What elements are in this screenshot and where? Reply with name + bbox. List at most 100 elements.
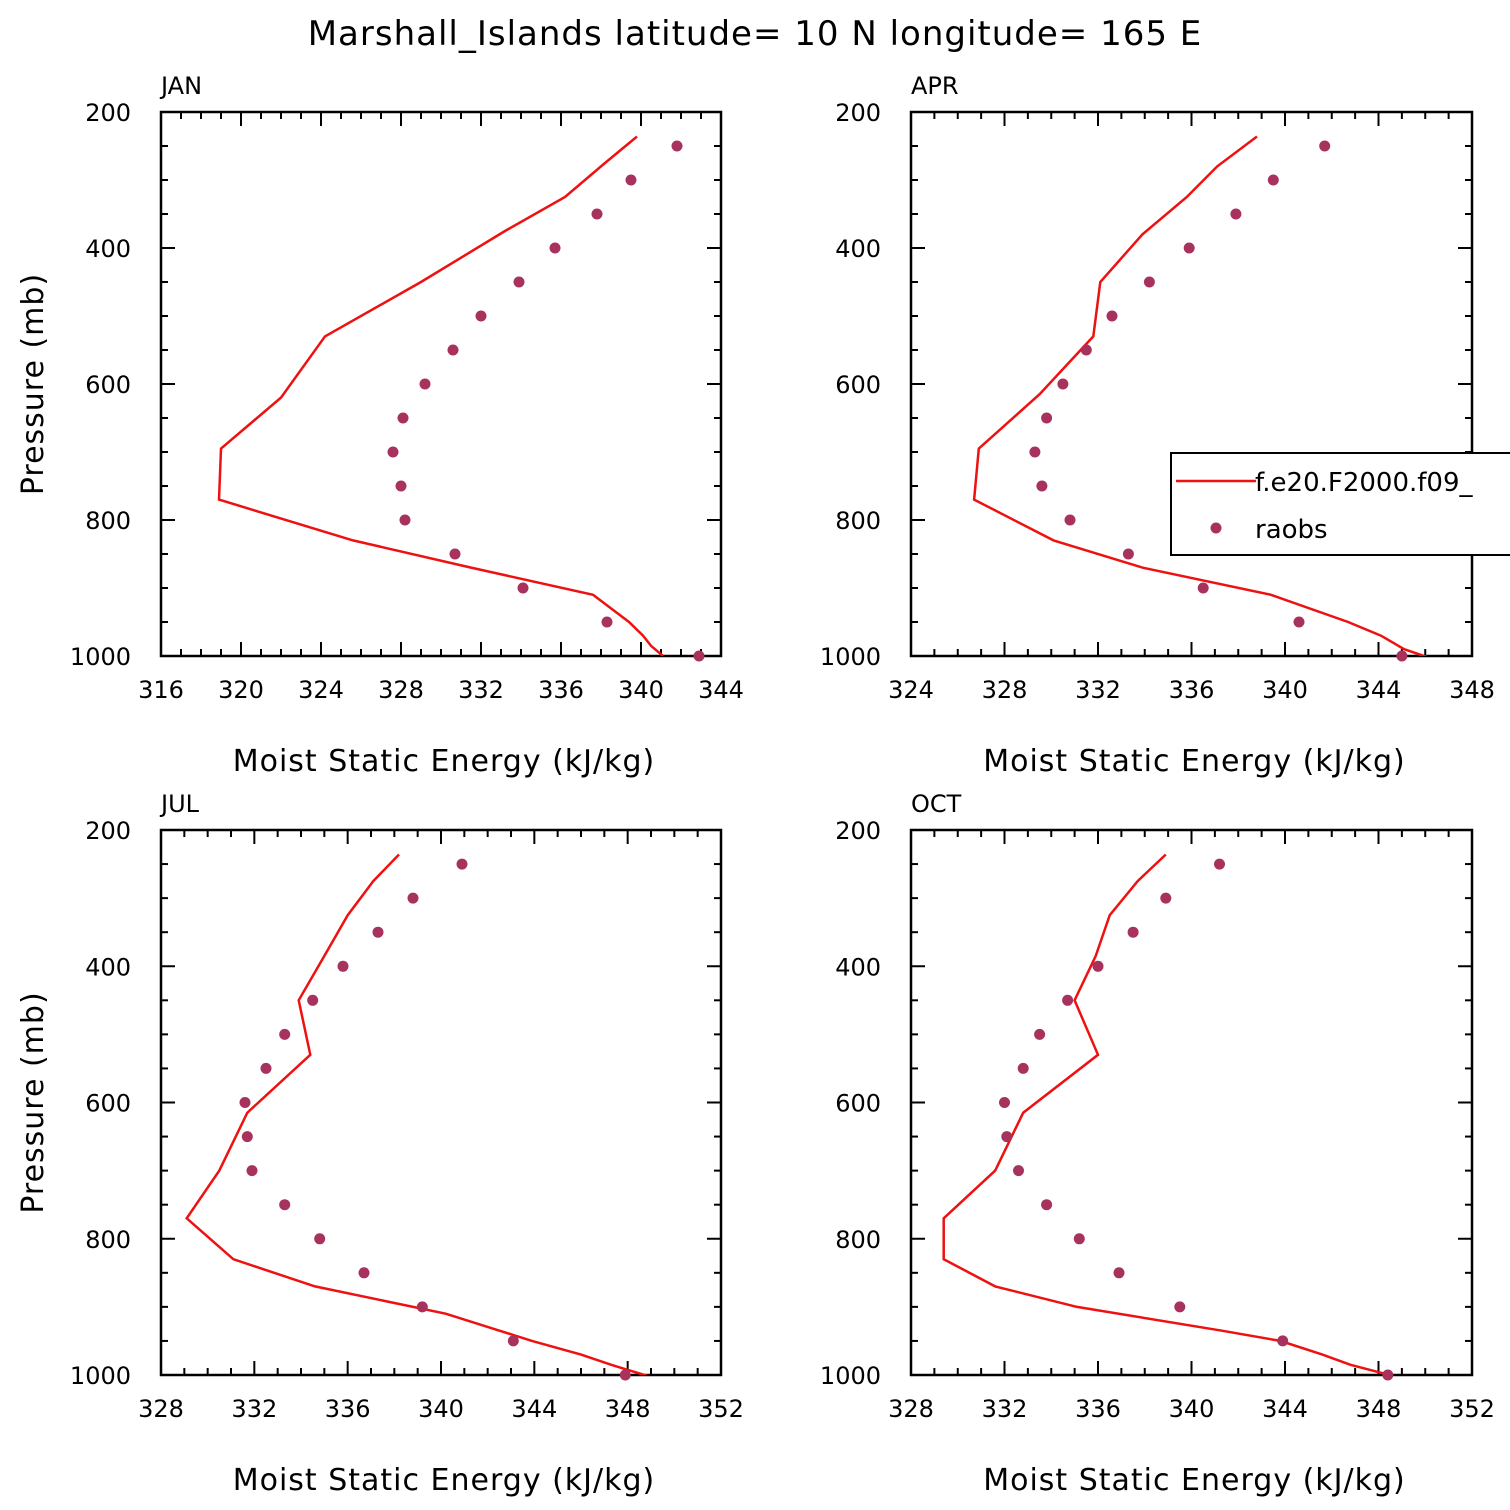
y-axis-label: Pressure (mb) [16, 991, 51, 1213]
obs-point [475, 310, 487, 322]
obs-point [1029, 446, 1041, 458]
chart-title: Marshall_Islands latitude= 10 N longitud… [308, 14, 1203, 54]
panel-apr: 324 328 332 336 340 344 348 200 400 600 800 1000 APR… [820, 72, 1510, 779]
model-series-line [972, 135, 1428, 656]
x-tick-label: 344 [1356, 676, 1402, 704]
obs-point [1041, 1199, 1053, 1211]
obs-point [279, 1199, 291, 1211]
obs-point [1277, 1335, 1289, 1347]
x-tick-label: 332 [231, 1395, 277, 1423]
obs-point [307, 994, 319, 1006]
obs-point [619, 1369, 631, 1381]
obs-point [1174, 1301, 1186, 1313]
obs-point [1092, 960, 1104, 972]
y-tick-label: 1000 [820, 643, 881, 671]
obs-point [1057, 378, 1069, 390]
obs-point [1001, 1131, 1013, 1143]
obs-point [1160, 892, 1172, 904]
obs-point [1073, 1233, 1085, 1245]
y-tick-label: 200 [835, 817, 881, 845]
x-tick-label: 332 [982, 1395, 1028, 1423]
obs-point [1013, 1165, 1024, 1177]
legend-box [1170, 452, 1510, 556]
x-tick-label: 348 [1449, 676, 1495, 704]
obs-point [407, 892, 419, 904]
x-axis-label: Moist Static Energy (kJ/kg) [983, 744, 1406, 779]
panel-label: APR [911, 72, 959, 100]
obs-point [517, 582, 529, 594]
x-tick-label: 328 [888, 1395, 934, 1423]
plot-frame [909, 828, 1474, 1377]
obs-point [449, 548, 461, 560]
obs-point [1113, 1267, 1125, 1279]
legend-obs-swatch [1210, 522, 1222, 534]
x-tick-label: 340 [418, 1395, 464, 1423]
obs-point [260, 1062, 272, 1074]
y-tick-label: 200 [85, 817, 131, 845]
obs-point [601, 616, 613, 628]
obs-point [387, 446, 399, 458]
obs-point [1197, 582, 1209, 594]
x-axis-label: Moist Static Energy (kJ/kg) [233, 1463, 656, 1498]
obs-point [1214, 858, 1225, 870]
panel-label: JUL [159, 790, 200, 818]
y-tick-label: 800 [85, 507, 131, 535]
x-axis-label: Moist Static Energy (kJ/kg) [983, 1463, 1406, 1498]
obs-point [507, 1335, 519, 1347]
obs-point [314, 1233, 326, 1245]
x-tick-label: 336 [1075, 1395, 1121, 1423]
obs-point [239, 1097, 251, 1108]
y-tick-label: 400 [835, 953, 881, 981]
x-tick-label: 320 [218, 676, 264, 704]
obs-point [279, 1028, 291, 1040]
x-tick-label: 328 [378, 676, 424, 704]
obs-point [513, 276, 525, 288]
obs-point [1034, 1028, 1046, 1040]
obs-point [337, 960, 349, 972]
plot-frame [159, 110, 723, 658]
y-tick-label: 800 [85, 1226, 131, 1254]
y-tick-label: 200 [85, 99, 131, 127]
panel-label: OCT [911, 790, 962, 818]
x-tick-label: 336 [1169, 676, 1215, 704]
obs-point [1017, 1062, 1029, 1074]
x-tick-label: 332 [458, 676, 504, 704]
x-tick-label: 344 [511, 1395, 557, 1423]
y-tick-label: 600 [835, 1090, 881, 1118]
x-tick-label: 332 [1075, 676, 1121, 704]
panel-oct: 328 332 336 340 344 348 352 200 400 600 800 1000 OCT… [820, 790, 1495, 1498]
obs-point [1230, 208, 1242, 220]
model-series-line [217, 135, 664, 656]
y-tick-label: 1000 [70, 1362, 131, 1390]
obs-point [1106, 310, 1118, 322]
obs-point [625, 174, 637, 186]
obs-point [447, 344, 459, 356]
y-tick-label: 200 [835, 99, 881, 127]
panel-jul: 328 332 336 340 344 348 352 200 400 600 800 1000 JUL… [16, 790, 744, 1498]
obs-point [1041, 412, 1053, 424]
x-axis-label: Moist Static Energy (kJ/kg) [233, 744, 656, 779]
obs-point [591, 208, 603, 220]
x-tick-label: 336 [538, 676, 584, 704]
obs-point [358, 1267, 370, 1279]
obs-point [693, 650, 705, 662]
y-tick-label: 600 [835, 371, 881, 399]
x-tick-label: 348 [1356, 1395, 1402, 1423]
x-tick-label: 324 [298, 676, 344, 704]
obs-point [456, 858, 468, 870]
x-tick-label: 344 [1262, 1395, 1308, 1423]
obs-point [419, 378, 431, 390]
legend-model-label: f.e20.F2000.f09_ [1255, 468, 1473, 498]
obs-point [246, 1165, 258, 1177]
panel-jan: 316 320 324 328 332 336 340 344 200 400 600 800 1000… [16, 72, 744, 779]
y-tick-label: 1000 [820, 1362, 881, 1390]
x-tick-label: 340 [1169, 1395, 1215, 1423]
obs-point [395, 480, 407, 492]
obs-point [1127, 926, 1139, 938]
x-tick-label: 324 [888, 676, 934, 704]
obs-point [671, 140, 683, 152]
x-tick-label: 352 [1449, 1395, 1495, 1423]
y-tick-label: 800 [835, 1226, 881, 1254]
legend-obs-label: raobs [1255, 515, 1328, 545]
